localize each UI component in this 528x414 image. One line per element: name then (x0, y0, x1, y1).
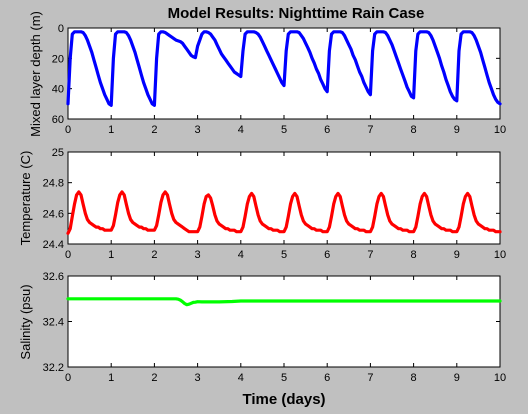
figure-title: Model Results: Nighttime Rain Case (168, 5, 425, 22)
depth-x-tick-label: 2 (151, 124, 157, 136)
salinity-ticks (67, 275, 501, 368)
depth-y-tick-label: 0 (58, 23, 64, 35)
depth-x-tick-label: 0 (65, 124, 71, 136)
temperature-x-tick-label: 4 (238, 249, 244, 261)
salinity-y-tick-label: 32.6 (43, 271, 64, 283)
depth-y-tick-label: 60 (52, 114, 64, 126)
temperature-ylabel: Temperature (C) (18, 151, 33, 246)
depth-x-tick-label: 9 (454, 124, 460, 136)
temperature-x-tick-label: 8 (411, 249, 417, 261)
salinity-x-tick-label: 9 (454, 372, 460, 384)
temperature-x-tick-label: 1 (108, 249, 114, 261)
temperature-x-tick-label: 10 (494, 249, 506, 261)
temperature-x-tick-label: 5 (281, 249, 287, 261)
salinity-plot-area (67, 275, 501, 368)
temperature-x-tick-label: 2 (151, 249, 157, 261)
salinity-x-tick-label: 7 (367, 372, 373, 384)
depth-ylabel: Mixed layer depth (m) (28, 11, 43, 137)
salinity-panel: 0 1 2 3 4 5 6 7 8 9 10 32.2 32.4 32.6 Salinity (psu) (18, 271, 506, 384)
temperature-x-tick-label: 0 (65, 249, 71, 261)
temperature-ticks (67, 151, 501, 245)
salinity-y-tick-label: 32.4 (43, 317, 64, 329)
salinity-x-tick-label: 1 (108, 372, 114, 384)
depth-y-tick-label: 20 (52, 53, 64, 65)
temperature-y-tick-label: 25 (52, 147, 64, 159)
salinity-y-tick-label: 32.2 (43, 362, 64, 374)
salinity-x-tick-label: 6 (324, 372, 330, 384)
x-axis-label: Time (days) (242, 391, 325, 408)
salinity-x-tick-label: 4 (238, 372, 244, 384)
depth-x-tick-label: 3 (195, 124, 201, 136)
temperature-x-tick-label: 6 (324, 249, 330, 261)
salinity-x-tick-label: 3 (195, 372, 201, 384)
salinity-x-tick-label: 8 (411, 372, 417, 384)
temperature-x-tick-label: 3 (195, 249, 201, 261)
salinity-series-line (66, 297, 502, 307)
depth-x-tick-label: 7 (367, 124, 373, 136)
temperature-series (66, 190, 502, 235)
salinity-series (66, 297, 502, 307)
depth-series (66, 30, 502, 107)
depth-panel: 0 1 2 3 4 5 6 7 8 9 10 0 20 40 60 Mixed layer depth (m… (28, 11, 506, 137)
temperature-x-tick-label: 9 (454, 249, 460, 261)
temperature-series-line (66, 190, 502, 235)
depth-x-tick-label: 8 (411, 124, 417, 136)
temperature-y-tick-label: 24.4 (43, 239, 64, 251)
salinity-x-tick-label: 5 (281, 372, 287, 384)
depth-y-tick-label: 40 (52, 84, 64, 96)
temperature-y-tick-label: 24.8 (43, 178, 64, 190)
salinity-x-tick-label: 10 (494, 372, 506, 384)
depth-x-tick-label: 1 (108, 124, 114, 136)
temperature-y-tick-label: 24.6 (43, 208, 64, 220)
temperature-panel: 0 1 2 3 4 5 6 7 8 9 10 24.4 24.6 24.8 25 Temperature (… (18, 147, 506, 261)
salinity-tick-labels: 0 1 2 3 4 5 6 7 8 9 10 32.2 32.4 32.6 (43, 271, 507, 384)
salinity-x-tick-label: 2 (151, 372, 157, 384)
depth-tick-labels: 0 1 2 3 4 5 6 7 8 9 10 0 20 40 60 (52, 23, 506, 136)
depth-x-tick-label: 10 (494, 124, 506, 136)
depth-x-tick-label: 5 (281, 124, 287, 136)
depth-x-tick-label: 4 (238, 124, 244, 136)
depth-x-tick-label: 6 (324, 124, 330, 136)
depth-series-line (66, 30, 502, 107)
salinity-x-tick-label: 0 (65, 372, 71, 384)
temperature-tick-labels: 0 1 2 3 4 5 6 7 8 9 10 24.4 24.6 24.8 25 (43, 147, 507, 261)
temperature-x-tick-label: 7 (367, 249, 373, 261)
salinity-ylabel: Salinity (psu) (18, 284, 33, 359)
